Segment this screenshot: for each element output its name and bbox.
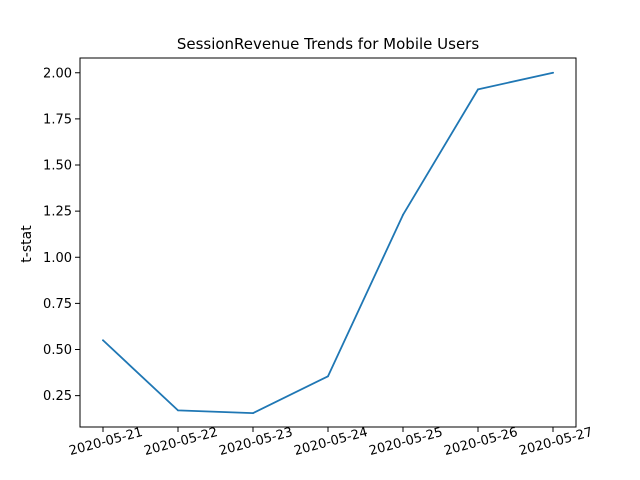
data-point xyxy=(402,213,404,216)
data-point xyxy=(102,339,104,342)
x-tick-label: 2020-05-21 xyxy=(68,425,145,459)
y-tick-label: 0.25 xyxy=(43,389,72,404)
y-tick-label: 1.75 xyxy=(43,112,72,127)
y-tick-label: 0.75 xyxy=(43,297,72,312)
y-tick-label: 2.00 xyxy=(43,66,72,81)
y-tick-label: 0.50 xyxy=(43,343,72,358)
data-point xyxy=(177,409,179,412)
y-tick-label: 1.25 xyxy=(43,205,72,220)
x-tick-label: 2020-05-27 xyxy=(518,425,595,459)
x-tick-label: 2020-05-22 xyxy=(143,425,220,459)
plot-frame xyxy=(79,57,577,428)
data-point xyxy=(252,412,254,415)
data-point xyxy=(552,71,554,74)
chart-title: SessionRevenue Trends for Mobile Users xyxy=(177,35,480,53)
x-tick-label: 2020-05-25 xyxy=(368,425,445,459)
x-axis: 2020-05-212020-05-222020-05-232020-05-24… xyxy=(68,425,595,459)
y-tick-label: 1.00 xyxy=(43,251,72,266)
series-line xyxy=(102,71,554,415)
x-tick-label: 2020-05-23 xyxy=(218,425,295,459)
y-axis: 0.25 0.50 0.75 1.00 1.25 1.50 1.75 2.00 xyxy=(43,66,80,404)
data-point xyxy=(327,375,329,378)
x-tick-label: 2020-05-24 xyxy=(293,425,370,459)
y-axis-title: t-stat xyxy=(19,225,35,263)
x-tick-label: 2020-05-26 xyxy=(443,425,520,459)
y-tick-label: 1.50 xyxy=(43,159,72,174)
data-point xyxy=(477,88,479,91)
plot-area xyxy=(102,71,554,415)
